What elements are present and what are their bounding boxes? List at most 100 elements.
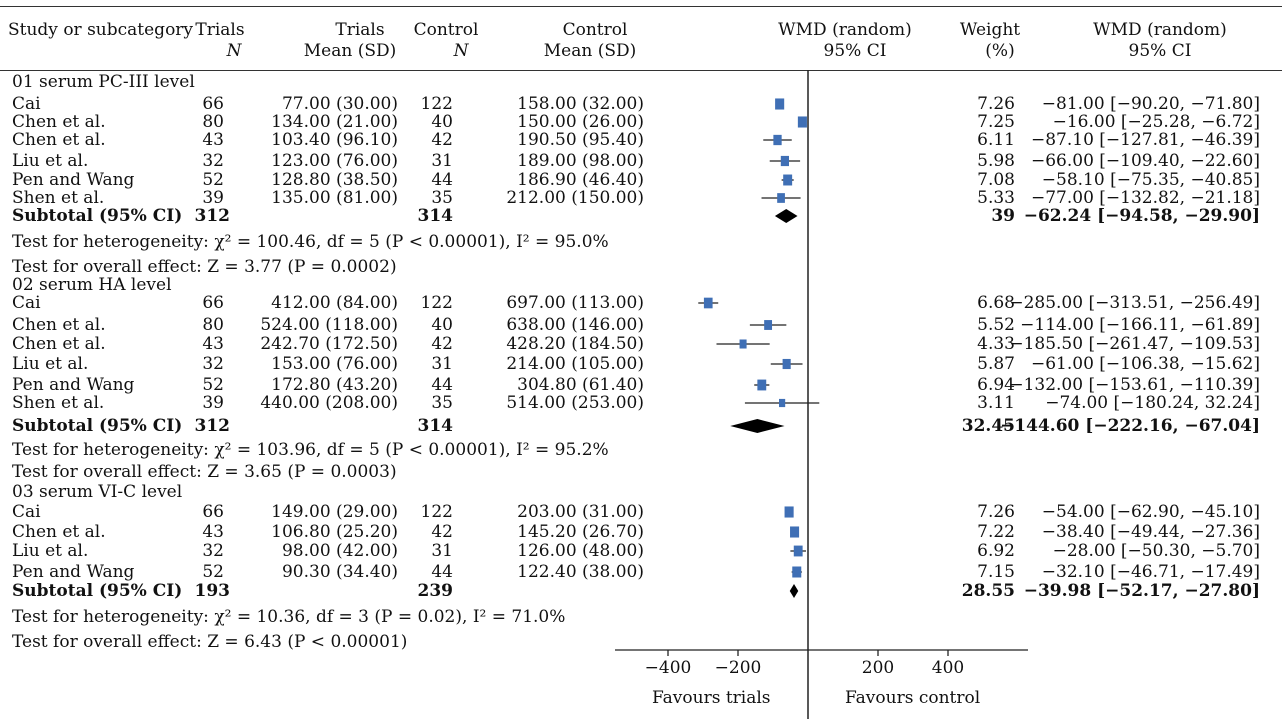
overall-effect-test: Test for overall effect: Z = 3.77 (P = 0… [12, 257, 397, 277]
study-weight: 7.26 [977, 94, 1015, 114]
subtotal-control-n: 239 [417, 581, 454, 601]
study-name: Cai [12, 293, 41, 313]
subtotal-label: Subtotal (95% CI) [12, 206, 183, 226]
study-weight: 6.92 [977, 541, 1015, 561]
study-trials-mean: 90.30 (34.40) [281, 562, 398, 582]
study-control-n: 35 [431, 188, 453, 208]
study-weight: 6.11 [977, 130, 1015, 150]
study-control-mean: 126.00 (48.00) [517, 541, 644, 561]
study-point-box [764, 320, 773, 330]
study-weight: 3.11 [977, 393, 1015, 413]
study-name: Chen et al. [12, 522, 106, 542]
study-trials-n: 43 [202, 334, 224, 354]
study-point-box [793, 545, 803, 557]
study-name: Pen and Wang [12, 170, 135, 190]
study-weight: 5.52 [977, 315, 1015, 335]
subtotal-diamond [774, 209, 798, 223]
study-ci: −285.00 [−313.51, −256.49] [1009, 293, 1260, 313]
study-ci: −132.00 [−153.61, −110.39] [1009, 375, 1260, 395]
study-control-n: 42 [431, 334, 453, 354]
study-trials-n: 80 [202, 112, 224, 132]
study-trials-mean: 123.00 (76.00) [271, 151, 398, 171]
subtotal-ci: −62.24 [−94.58, −29.90] [1023, 206, 1260, 226]
study-ci: −16.00 [−25.28, −6.72] [1052, 112, 1260, 132]
subtotal-weight: 32.45 [961, 416, 1015, 436]
x-tick-label: −200 [714, 658, 762, 678]
study-name: Chen et al. [12, 334, 106, 354]
group-title: 01 serum PC-III level [12, 72, 195, 92]
study-control-n: 40 [431, 315, 453, 335]
study-ci: −74.00 [−180.24, 32.24] [1045, 393, 1260, 413]
study-ci: −61.00 [−106.38, −15.62] [1030, 354, 1260, 374]
header-rule [0, 70, 1282, 71]
study-weight: 7.22 [977, 522, 1015, 542]
study-ci: −66.00 [−109.40, −22.60] [1030, 151, 1260, 171]
study-name: Shen et al. [12, 188, 105, 208]
subtotal-control-n: 314 [417, 416, 454, 436]
study-trials-n: 66 [202, 293, 224, 313]
group-title: 03 serum VI-C level [12, 482, 183, 502]
study-control-mean: 212.00 (150.00) [506, 188, 644, 208]
overall-effect-test: Test for overall effect: Z = 6.43 (P < 0… [12, 632, 408, 652]
study-trials-n: 80 [202, 315, 224, 335]
study-trials-mean: 440.00 (208.00) [260, 393, 398, 413]
study-control-mean: 514.00 (253.00) [506, 393, 644, 413]
study-control-n: 122 [420, 94, 453, 114]
study-point-box [777, 193, 785, 203]
axis-label-favours-trials: Favours trials [652, 688, 771, 708]
study-trials-n: 39 [202, 188, 224, 208]
header-wmd-ci: WMD (random) 95% CI [1070, 20, 1250, 62]
study-ci: −77.00 [−132.82, −21.18] [1030, 188, 1260, 208]
study-point-box [739, 339, 747, 349]
study-trials-n: 52 [202, 170, 224, 190]
study-point-box [703, 297, 713, 309]
header-trials-mean: Trials Mean (SD) [280, 20, 400, 62]
study-name: Chen et al. [12, 130, 106, 150]
study-trials-mean: 242.70 (172.50) [260, 334, 398, 354]
study-trials-n: 32 [202, 151, 224, 171]
study-trials-mean: 135.00 (81.00) [271, 188, 398, 208]
header-weight-line2: (%) [985, 41, 1015, 61]
header-wmd-plot-line2: 95% CI [823, 41, 887, 61]
subtotal-diamond [789, 584, 799, 598]
study-control-n: 31 [431, 151, 453, 171]
overall-effect-test: Test for overall effect: Z = 3.65 (P = 0… [12, 462, 397, 482]
heterogeneity-test: Test for heterogeneity: χ² = 10.36, df =… [12, 607, 566, 627]
study-control-mean: 189.00 (98.00) [517, 151, 644, 171]
study-point-box [792, 566, 802, 578]
study-trials-mean: 524.00 (118.00) [260, 315, 398, 335]
study-control-mean: 697.00 (113.00) [506, 293, 644, 313]
study-trials-n: 66 [202, 502, 224, 522]
header-weight-line1: Weight [959, 20, 1021, 40]
study-ci: −87.10 [−127.81, −46.39] [1030, 130, 1260, 150]
subtotal-weight: 39 [991, 206, 1015, 226]
study-trials-n: 43 [202, 130, 224, 150]
study-weight: 5.98 [977, 151, 1015, 171]
study-trials-mean: 98.00 (42.00) [281, 541, 398, 561]
study-name: Liu et al. [12, 151, 89, 171]
header-wmd-plot-line1: WMD (random) [778, 20, 912, 40]
study-point-box [797, 116, 807, 128]
subtotal-ci: −39.98 [−52.17, −27.80] [1023, 581, 1260, 601]
study-trials-mean: 103.40 (96.10) [271, 130, 398, 150]
study-ci: −58.10 [−75.35, −40.85] [1041, 170, 1260, 190]
study-name: Pen and Wang [12, 562, 135, 582]
header-trials-n-line1: Trials [195, 20, 245, 40]
header-control-mean-line1: Control [562, 20, 628, 40]
study-ci: −185.50 [−261.47, −109.53] [1009, 334, 1260, 354]
study-trials-mean: 153.00 (76.00) [271, 354, 398, 374]
study-trials-mean: 106.80 (25.20) [271, 522, 398, 542]
study-weight: 7.25 [977, 112, 1015, 132]
study-control-mean: 304.80 (61.40) [517, 375, 644, 395]
study-control-mean: 158.00 (32.00) [517, 94, 644, 114]
group-title: 02 serum HA level [12, 275, 172, 295]
header-wmd-ci-line1: WMD (random) [1093, 20, 1227, 40]
header-control-mean: Control Mean (SD) [520, 20, 640, 62]
subtotal-label: Subtotal (95% CI) [12, 581, 183, 601]
study-control-n: 122 [420, 293, 453, 313]
study-weight: 7.26 [977, 502, 1015, 522]
study-ci: −114.00 [−166.11, −61.89] [1020, 315, 1260, 335]
study-name: Pen and Wang [12, 375, 135, 395]
study-name: Shen et al. [12, 393, 105, 413]
